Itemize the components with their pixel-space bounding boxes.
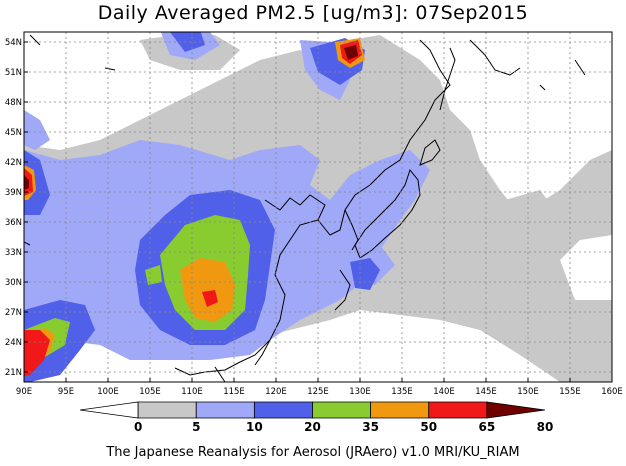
lat-tick-label: 54N xyxy=(5,38,22,48)
colorbar-label: 35 xyxy=(362,420,379,434)
lon-tick-label: 120E xyxy=(265,387,287,397)
lon-tick-label: 125E xyxy=(307,387,329,397)
lat-tick-label: 24N xyxy=(5,338,22,348)
colorbar-segment xyxy=(370,401,430,419)
lat-tick-label: 51N xyxy=(5,68,22,78)
colorbar-label: 20 xyxy=(304,420,321,434)
colorbar-segment xyxy=(195,401,255,419)
lon-tick-label: 140E xyxy=(433,387,455,397)
colorbar-segment xyxy=(79,401,139,419)
lat-tick-label: 45N xyxy=(5,128,22,138)
colorbar-label: 80 xyxy=(537,420,554,434)
lon-tick-label: 110E xyxy=(181,387,203,397)
colorbar-label: 50 xyxy=(420,420,437,434)
colorbar-label: 5 xyxy=(192,420,200,434)
lon-tick-label: 150E xyxy=(517,387,539,397)
lat-tick-label: 42N xyxy=(5,158,22,168)
lat-tick-label: 30N xyxy=(5,278,22,288)
lon-tick-label: 145E xyxy=(475,387,497,397)
colorbar-segment xyxy=(428,401,488,419)
colorbar: 0 5 10 20 35 50 65 80 xyxy=(79,401,554,434)
lon-tick-label: 90E xyxy=(16,387,32,397)
lon-tick-label: 155E xyxy=(559,387,581,397)
colorbar-segment xyxy=(312,401,372,419)
lat-tick-label: 33N xyxy=(5,248,22,258)
lon-axis: 90E 95E 100E 105E 110E 115E 120E 125E 130E 135E 14… xyxy=(16,378,623,397)
colorbar-segment xyxy=(253,401,313,419)
lon-tick-label: 95E xyxy=(58,387,74,397)
lat-tick-label: 27N xyxy=(5,308,22,318)
lat-tick-label: 39N xyxy=(5,188,22,198)
lat-axis: 54N 51N 48N 45N 42N 39N 36N 33N 30N 27N 24N 21N xyxy=(5,38,28,378)
lon-tick-label: 135E xyxy=(391,387,413,397)
colorbar-label: 65 xyxy=(479,420,496,434)
gridlines xyxy=(24,32,612,382)
lon-tick-label: 105E xyxy=(139,387,161,397)
colorbar-label: 10 xyxy=(246,420,263,434)
lat-tick-label: 48N xyxy=(5,98,22,108)
lat-tick-label: 21N xyxy=(5,368,22,378)
lon-tick-label: 115E xyxy=(223,387,245,397)
map-title: Daily Averaged PM2.5 [ug/m3]: 07Sep2015 xyxy=(97,2,529,24)
lon-tick-label: 160E xyxy=(601,387,623,397)
footer-credit: The Japanese Reanalysis for Aerosol (JRA… xyxy=(106,445,520,460)
lat-tick-label: 36N xyxy=(5,218,22,228)
colorbar-label: 0 xyxy=(134,420,142,434)
colorbar-segment xyxy=(486,401,546,419)
coastlines xyxy=(24,34,586,382)
lon-tick-label: 100E xyxy=(97,387,119,397)
lon-tick-label: 130E xyxy=(349,387,371,397)
colorbar-segment xyxy=(137,401,197,419)
